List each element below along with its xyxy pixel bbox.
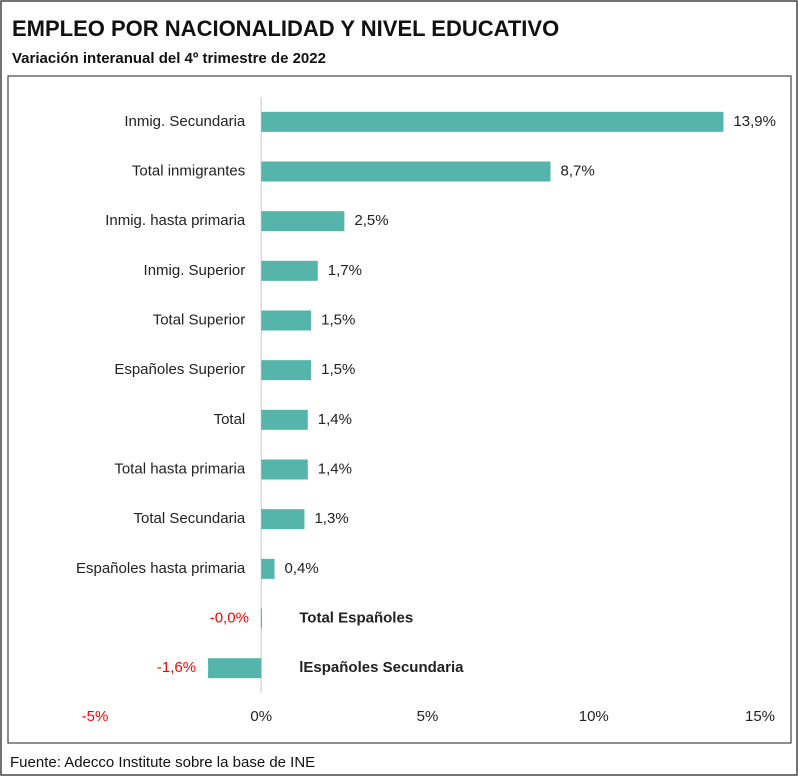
bar — [261, 409, 308, 430]
category-label: Inmig. Secundaria — [124, 113, 246, 130]
bar — [261, 260, 318, 281]
category-label: lEspañoles Secundaria — [299, 659, 464, 676]
x-tick-label: 10% — [579, 708, 609, 725]
value-label: 1,5% — [321, 311, 355, 328]
category-label: Inmig. Superior — [144, 262, 246, 279]
category-label: Total hasta primaria — [114, 460, 246, 477]
bar — [261, 111, 724, 132]
chart-title: EMPLEO POR NACIONALIDAD Y NIVEL EDUCATIV… — [12, 16, 559, 41]
bar — [261, 558, 275, 579]
category-label: Total Españoles — [299, 609, 413, 626]
value-label: 13,9% — [733, 113, 776, 130]
category-label: Total — [214, 411, 246, 428]
bar — [261, 509, 305, 530]
bar — [260, 608, 262, 629]
x-tick-label: 5% — [417, 708, 439, 725]
value-label: -0,0% — [210, 609, 249, 626]
value-label: 1,7% — [328, 262, 362, 279]
bar — [261, 360, 312, 381]
plot-frame — [7, 75, 792, 744]
value-label: 1,5% — [321, 361, 355, 378]
category-label: Españoles hasta primaria — [76, 560, 246, 577]
category-label: Españoles Superior — [114, 361, 245, 378]
bar — [261, 459, 308, 480]
category-label: Total Superior — [153, 311, 246, 328]
value-label: 1,3% — [314, 510, 348, 527]
value-label: 2,5% — [354, 212, 388, 229]
bar — [261, 310, 312, 331]
category-label: Total inmigrantes — [132, 162, 245, 179]
source-note: Fuente: Adecco Institute sobre la base d… — [10, 754, 315, 771]
x-tick-label: 0% — [250, 708, 272, 725]
bar — [208, 658, 262, 679]
category-label: Total Secundaria — [134, 510, 246, 527]
value-label: 8,7% — [561, 162, 595, 179]
value-label: 0,4% — [285, 560, 319, 577]
value-label: 1,4% — [318, 460, 352, 477]
bar — [261, 211, 345, 232]
bar — [261, 161, 551, 182]
value-label: -1,6% — [157, 659, 196, 676]
chart-subtitle: Variación interanual del 4º trimestre de… — [12, 50, 326, 67]
category-label: Inmig. hasta primaria — [105, 212, 246, 229]
value-label: 1,4% — [318, 411, 352, 428]
x-tick-label: 15% — [745, 708, 775, 725]
x-tick-label: -5% — [82, 708, 109, 725]
